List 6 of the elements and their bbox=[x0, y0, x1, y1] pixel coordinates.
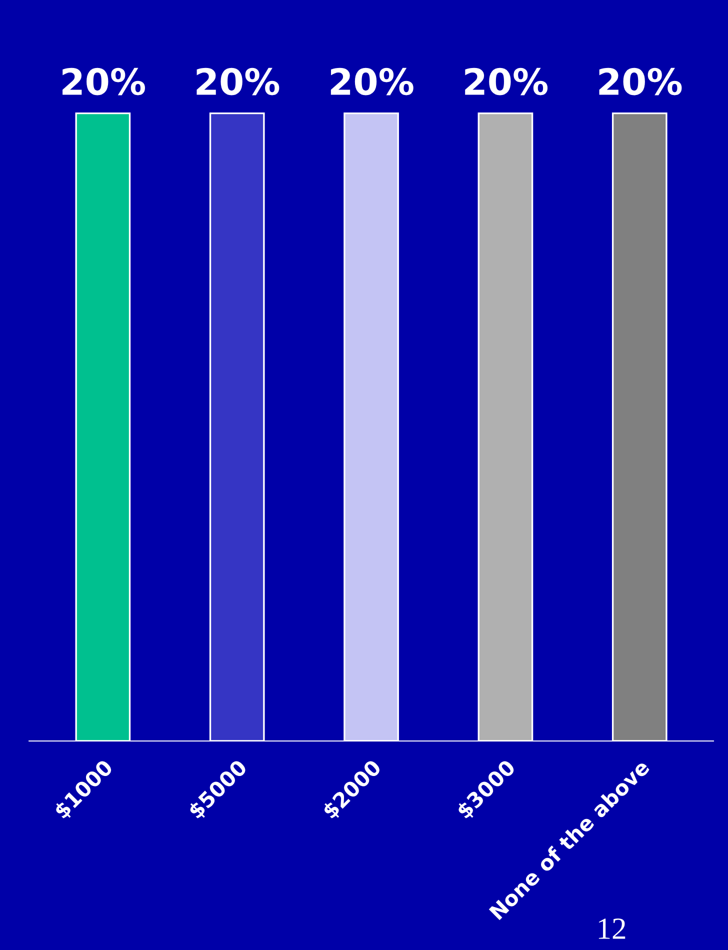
data-label: 20% bbox=[330, 68, 414, 96]
text: 12 bbox=[598, 918, 626, 939]
data-label: 20% bbox=[196, 68, 280, 96]
data-label: 20% bbox=[599, 68, 682, 96]
data-label: 20% bbox=[465, 68, 548, 96]
data-label: 20% bbox=[62, 68, 145, 96]
